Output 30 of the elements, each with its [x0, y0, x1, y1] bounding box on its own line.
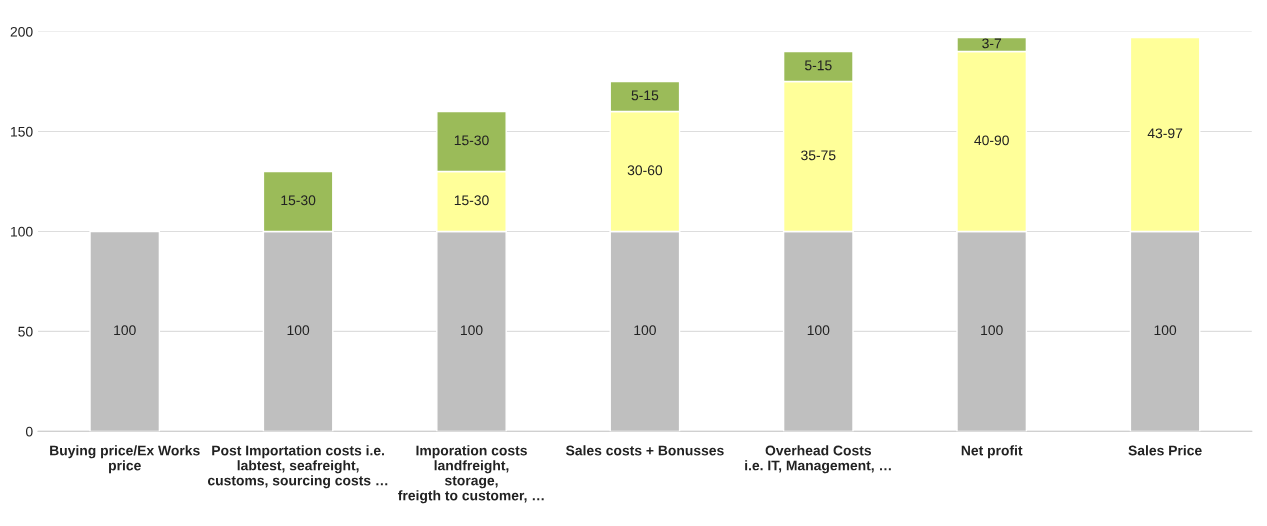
- data-label: 5-15: [631, 90, 659, 101]
- x-tick-label: Overhead Costs i.e. IT, Management, …: [745, 445, 891, 474]
- data-label: 100: [1154, 325, 1177, 336]
- data-label: 3-7: [982, 38, 1002, 49]
- data-label: 15-30: [454, 135, 489, 146]
- data-label: 30-60: [627, 165, 663, 176]
- x-tick-label: Sales Price: [1128, 445, 1202, 456]
- data-label: 35-75: [801, 150, 836, 161]
- x-tick-label: Post Importation costs i.e. labtest, seafreight, customs, sourcing costs …: [207, 445, 388, 489]
- bar: [89, 230, 161, 432]
- x-tick-label: Buying price/Ex Works price: [50, 445, 200, 474]
- y-tick-label: 200: [10, 26, 33, 37]
- data-label: 100: [287, 325, 310, 336]
- data-label: 100: [460, 325, 483, 336]
- y-tick-label: 0: [25, 426, 33, 437]
- data-label: 100: [114, 325, 136, 336]
- data-label: 5-15: [804, 60, 832, 71]
- data-label: 100: [634, 325, 656, 336]
- data-label: 15-30: [281, 195, 316, 206]
- data-label: 100: [981, 325, 1003, 336]
- data-label: 40-90: [974, 135, 1009, 146]
- x-tick-label: Sales costs + Bonusses: [565, 445, 724, 456]
- x-tick-label: Imporation costs landfreight, storage, freigth to customer, …: [398, 445, 544, 504]
- data-label: 100: [807, 325, 830, 336]
- data-label: 43-97: [1147, 128, 1183, 139]
- x-tick-label: Net profit: [961, 445, 1023, 459]
- y-tick-label: 150: [11, 126, 33, 137]
- y-tick-label: 50: [18, 326, 33, 337]
- y-tick-label: 100: [11, 226, 33, 237]
- data-label: 15-30: [454, 195, 489, 206]
